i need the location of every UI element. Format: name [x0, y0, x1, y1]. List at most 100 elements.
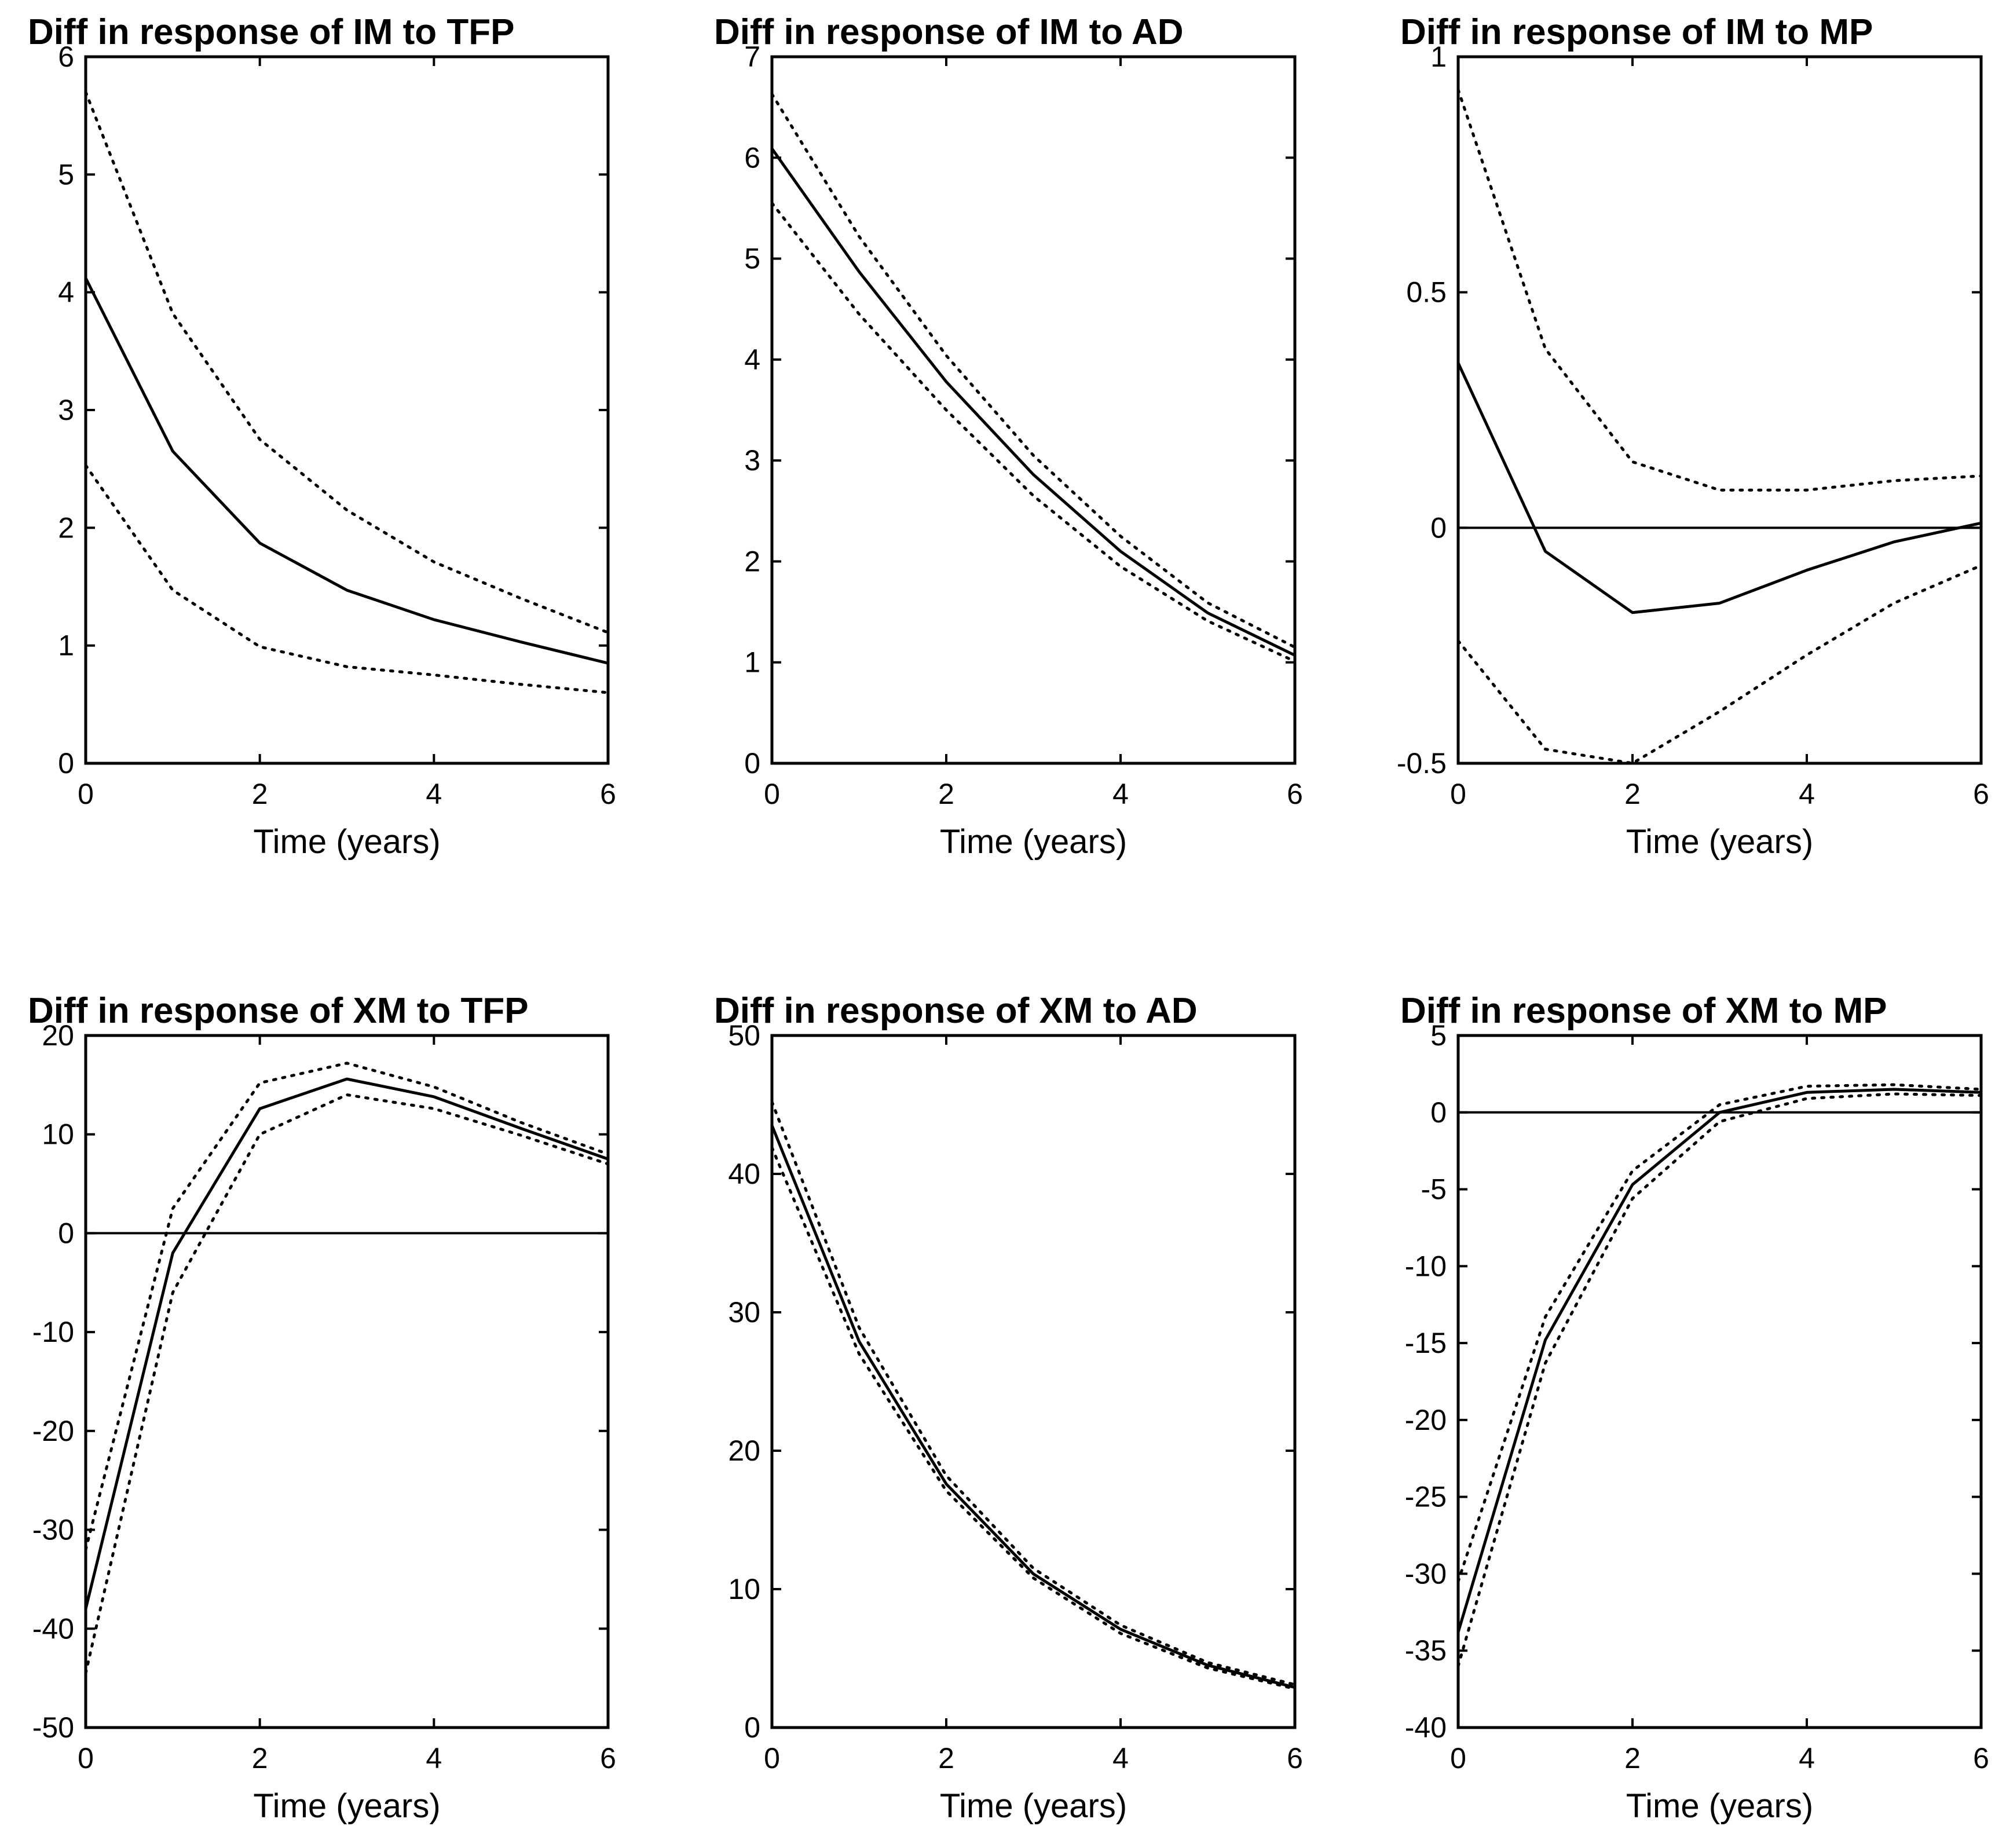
- x-tick-label: 6: [1287, 1742, 1303, 1774]
- y-tick-label: 0: [58, 1217, 74, 1249]
- plot-frame: [1456, 1034, 1983, 1729]
- mean-response-line: [770, 1125, 1295, 1689]
- mean-response-line: [770, 148, 1296, 657]
- y-tick-label: 20: [42, 1019, 74, 1052]
- y-tick-label: -50: [32, 1711, 74, 1744]
- x-tick-label: 4: [1799, 778, 1815, 810]
- plot-frame: [84, 55, 610, 765]
- plot-frame: [1456, 55, 1983, 765]
- x-axis-label: Time (years): [940, 1787, 1127, 1825]
- x-tick-label: 2: [938, 1742, 954, 1774]
- y-tick-label: 0: [58, 747, 74, 780]
- x-axis-label: Time (years): [253, 823, 440, 861]
- y-tick-label: 5: [744, 243, 760, 275]
- y-tick-label: 10: [42, 1118, 74, 1151]
- x-axis-label: Time (years): [1626, 1787, 1813, 1825]
- y-tick-label: 10: [728, 1573, 760, 1605]
- x-tick-label: 6: [600, 1742, 616, 1774]
- y-tick-label: -30: [32, 1514, 74, 1546]
- y-tick-label: 50: [728, 1019, 760, 1052]
- upper-bound-line: [1456, 1083, 1983, 1583]
- x-tick-label: 6: [1973, 1742, 1989, 1774]
- y-tick-label: 20: [728, 1435, 760, 1467]
- y-tick-label: 6: [744, 141, 760, 174]
- y-tick-label: 2: [58, 511, 74, 544]
- y-tick-label: 0: [1430, 511, 1447, 544]
- x-tick-label: 2: [1624, 778, 1641, 810]
- y-tick-label: -0.5: [1397, 747, 1447, 780]
- y-tick-label: 30: [728, 1296, 760, 1329]
- y-tick-label: 0.5: [1406, 276, 1447, 309]
- y-tick-label: -10: [32, 1316, 74, 1348]
- chart-panel-5: Diff in response of XM to AD 0 10 20 30 40 50 0…: [714, 991, 1303, 1825]
- y-tick-label: -25: [1405, 1481, 1447, 1513]
- plot-frame: [770, 1034, 1297, 1729]
- lower-bound-line: [84, 1093, 610, 1675]
- x-tick-label: 0: [78, 1742, 94, 1774]
- y-tick-label: -30: [1405, 1557, 1447, 1590]
- x-tick-label: 2: [252, 1742, 268, 1774]
- chart-title: Diff in response of XM to TFP: [28, 991, 529, 1031]
- chart-title: Diff in response of XM to AD: [714, 991, 1198, 1031]
- y-tick-label: -5: [1421, 1173, 1447, 1206]
- chart-title: Diff in response of IM to AD: [714, 12, 1184, 52]
- y-tick-label: -20: [1405, 1404, 1447, 1436]
- mean-response-line: [84, 277, 609, 665]
- mean-response-line: [1456, 362, 1982, 614]
- x-tick-label: 0: [764, 778, 780, 810]
- y-tick-label: -40: [1405, 1711, 1447, 1744]
- y-tick-label: 1: [1430, 41, 1447, 73]
- y-tick-label: -15: [1405, 1327, 1447, 1359]
- x-tick-label: 6: [1973, 778, 1989, 810]
- x-tick-label: 6: [600, 778, 616, 810]
- plot-frame: [84, 1034, 610, 1729]
- y-tick-label: -35: [1405, 1634, 1447, 1667]
- x-axis-label: Time (years): [253, 1787, 440, 1825]
- chart-title: Diff in response of IM to MP: [1400, 12, 1873, 52]
- y-tick-label: 1: [58, 630, 74, 662]
- upper-bound-line: [770, 92, 1297, 649]
- y-tick-label: 5: [1430, 1019, 1447, 1052]
- mean-response-line: [84, 1077, 609, 1609]
- x-tick-label: 0: [1450, 778, 1466, 810]
- x-tick-label: 0: [78, 778, 94, 810]
- chart-panel-2: Diff in response of IM to AD 0 1 2 3 4 5 6 7 0 2 4 6…: [714, 12, 1303, 861]
- lower-bound-line: [770, 1146, 1297, 1690]
- y-tick-label: 3: [744, 444, 760, 477]
- y-tick-label: 4: [744, 343, 760, 376]
- x-tick-label: 4: [1799, 1742, 1815, 1774]
- y-tick-label: 0: [744, 747, 760, 780]
- mean-response-line: [1456, 1088, 1982, 1633]
- upper-bound-line: [84, 1062, 610, 1551]
- y-tick-label: 0: [1430, 1096, 1447, 1129]
- x-tick-label: 4: [1112, 1742, 1129, 1774]
- y-tick-label: -10: [1405, 1250, 1447, 1282]
- x-tick-label: 0: [1450, 1742, 1466, 1774]
- x-tick-label: 0: [764, 1742, 780, 1774]
- y-tick-label: 1: [744, 646, 760, 679]
- chart-panel-3: Diff in response of IM to MP-0.500.510 2 4…: [1397, 12, 1989, 861]
- lower-bound-line: [84, 464, 610, 694]
- chart-panel-4: Diff in response of XM to TFP -50 -40 -30 -2…: [28, 991, 616, 1825]
- y-tick-label: 0: [744, 1711, 760, 1744]
- chart-panel-6: Diff in response of XM to MP -40 -35 -30 -25…: [1400, 991, 1989, 1825]
- y-tick-label: 5: [58, 158, 74, 191]
- chart-title: Diff in response of IM to TFP: [28, 12, 514, 52]
- chart-panel-1: Diff in response of IM to TFP 0 1 2 3 4 5 6 0 2 4 6…: [28, 12, 616, 861]
- x-tick-label: 6: [1287, 778, 1303, 810]
- x-tick-label: 2: [252, 778, 268, 810]
- upper-bound-line: [1456, 88, 1983, 492]
- y-tick-label: 2: [744, 545, 760, 577]
- y-tick-label: -40: [32, 1612, 74, 1645]
- y-tick-label: 6: [58, 41, 74, 73]
- x-tick-label: 2: [938, 778, 954, 810]
- x-axis-label: Time (years): [940, 823, 1127, 861]
- upper-bound-line: [770, 1100, 1297, 1686]
- y-tick-label: 40: [728, 1158, 760, 1190]
- lower-bound-line: [770, 202, 1297, 663]
- y-tick-label: -20: [32, 1415, 74, 1447]
- y-tick-label: 3: [58, 394, 74, 426]
- y-tick-label: 7: [744, 41, 760, 73]
- lower-bound-line: [1456, 563, 1983, 765]
